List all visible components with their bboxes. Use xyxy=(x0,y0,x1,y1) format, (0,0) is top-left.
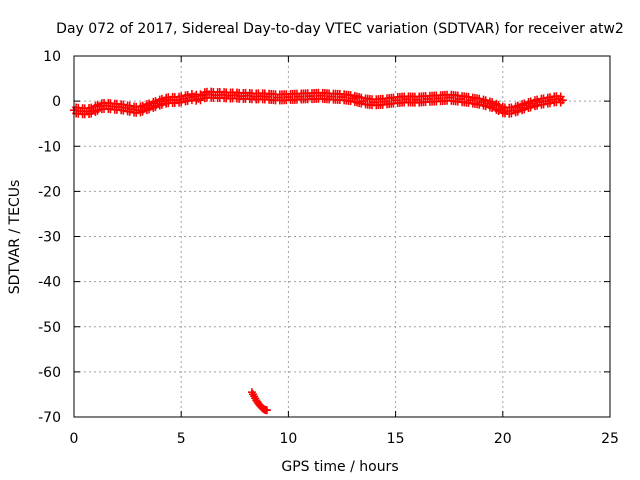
data-point xyxy=(249,390,258,399)
tick-layer: 0 5 10 15 20 25 10 0 -10 -20 -30 -40 -50 -60 -70 xyxy=(38,49,619,447)
data-point xyxy=(145,105,154,114)
y-axis-label: SDTVAR / TECUs xyxy=(7,180,23,295)
data-point xyxy=(488,104,497,113)
data-point xyxy=(533,101,542,110)
data-point xyxy=(520,105,529,114)
x-tick-label: 10 xyxy=(279,431,297,447)
x-axis-label: GPS time / hours xyxy=(281,459,398,475)
data-point xyxy=(481,102,490,111)
data-point xyxy=(494,107,503,116)
data-point xyxy=(177,98,186,107)
y-tick-label: -30 xyxy=(38,230,61,246)
data-point xyxy=(183,96,192,105)
y-tick-label: -50 xyxy=(38,320,61,336)
data-point xyxy=(196,96,205,105)
y-tick-label: 10 xyxy=(43,49,61,65)
x-tick-label: 5 xyxy=(177,431,186,447)
data-point xyxy=(507,109,516,118)
data-point xyxy=(346,97,355,106)
x-tick-label: 15 xyxy=(387,431,405,447)
data-point xyxy=(261,406,270,415)
data-point xyxy=(357,99,366,108)
data-layer xyxy=(70,87,567,415)
y-tick-label: -10 xyxy=(38,139,61,155)
x-tick-label: 25 xyxy=(601,431,619,447)
x-tick-label: 20 xyxy=(494,431,512,447)
data-point xyxy=(157,100,166,109)
data-point xyxy=(513,107,522,116)
data-point xyxy=(87,109,96,118)
data-point xyxy=(526,103,535,112)
grid-layer xyxy=(74,56,610,417)
y-tick-label: -60 xyxy=(38,365,61,381)
data-point xyxy=(556,98,565,107)
data-point xyxy=(93,106,102,115)
y-tick-label: 0 xyxy=(52,94,61,110)
data-point xyxy=(138,107,147,116)
data-point xyxy=(151,103,160,112)
y-tick-label: -40 xyxy=(38,275,61,291)
chart-title: Day 072 of 2017, Sidereal Day-to-day VTE… xyxy=(56,21,624,37)
data-point xyxy=(475,100,484,109)
y-tick-label: -70 xyxy=(38,410,61,426)
x-tick-label: 0 xyxy=(70,431,79,447)
y-tick-label: -20 xyxy=(38,184,61,200)
